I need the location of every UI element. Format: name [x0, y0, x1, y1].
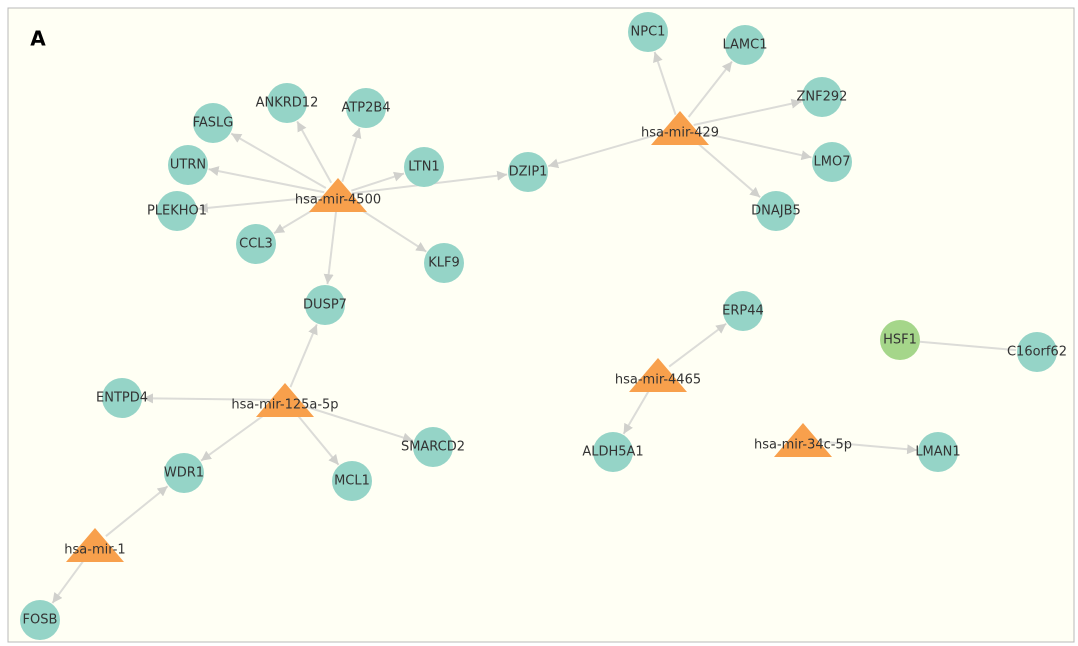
node-label: hsa-mir-34c-5p: [754, 438, 852, 453]
gene-node: [725, 25, 765, 65]
edge: [208, 166, 325, 194]
node-label: ANKRD12: [256, 96, 319, 111]
gene-node: [812, 142, 852, 182]
edge: [693, 130, 812, 161]
gene-node: [918, 432, 958, 472]
node-label: hsa-mir-1: [64, 543, 125, 558]
node-label: C16orf62: [1007, 345, 1067, 360]
node-label: DZIP1: [509, 165, 548, 180]
gene-node: [413, 427, 453, 467]
gene-node: [164, 453, 204, 493]
edges: [51, 51, 1017, 604]
node-label: ERP44: [722, 304, 764, 319]
mirna-node: [256, 383, 314, 417]
node-label: KLF9: [428, 256, 460, 271]
edge: [653, 51, 677, 116]
canvas: [7, 7, 1075, 643]
edge: [230, 132, 327, 189]
edge: [105, 485, 169, 537]
mirna-node: [66, 528, 124, 562]
node-label: FASLG: [193, 116, 234, 131]
edge: [816, 440, 918, 455]
gene-node: [404, 147, 444, 187]
edge: [689, 136, 761, 199]
gene-node: [102, 378, 142, 418]
node-label: ENTPD4: [96, 391, 148, 406]
node-label: LMO7: [814, 155, 851, 170]
node-label: MCL1: [334, 474, 370, 489]
edge: [298, 403, 414, 443]
edge: [323, 208, 338, 285]
node-label: hsa-mir-4465: [615, 373, 701, 388]
node-label: ATP2B4: [341, 101, 390, 116]
edge: [51, 555, 88, 604]
edge: [693, 98, 802, 126]
gene-node: [628, 12, 668, 52]
gene-node: [157, 191, 197, 231]
gene-node: [168, 145, 208, 185]
gene-node: [723, 291, 763, 331]
node-label: DUSP7: [303, 298, 347, 313]
gene-node: [424, 243, 464, 283]
node-label: WDR1: [164, 466, 204, 481]
node-label: DNAJB5: [751, 204, 801, 219]
node-label: PLEKHO1: [147, 204, 207, 219]
node-label: NPC1: [631, 25, 666, 40]
edge: [351, 171, 405, 192]
mirna-node: [629, 358, 687, 392]
node-label: SMARCD2: [401, 440, 465, 455]
node-label: CCL3: [239, 237, 273, 252]
gene-node: [756, 191, 796, 231]
gene-node: [193, 103, 233, 143]
edge: [293, 410, 340, 466]
node-label: UTRN: [170, 158, 206, 173]
gene-node: [332, 461, 372, 501]
edge: [547, 130, 667, 169]
mirna-node: [651, 111, 709, 145]
node-label: hsa-mir-429: [641, 126, 719, 141]
edge: [919, 340, 1017, 352]
edge: [687, 60, 733, 118]
mirna-node: [309, 178, 367, 212]
node-label: LTN1: [408, 160, 439, 175]
edge: [197, 195, 325, 213]
panel-label: A: [30, 27, 46, 51]
node-label: ALDH5A1: [582, 445, 643, 460]
gene-node: [880, 320, 920, 360]
node-label: HSF1: [883, 333, 917, 348]
edge: [289, 323, 318, 388]
node-label: LAMC1: [723, 38, 768, 53]
gene-node: [802, 77, 842, 117]
edge: [142, 393, 272, 404]
gene-node: [1017, 332, 1057, 372]
edge: [668, 322, 727, 368]
mirna-node: [774, 423, 832, 457]
edge: [341, 127, 362, 182]
node-label: FOSB: [23, 613, 58, 628]
gene-node: [305, 285, 345, 325]
gene-node: [236, 224, 276, 264]
node-label: hsa-mir-125a-5p: [231, 398, 338, 413]
edge: [296, 120, 333, 184]
node-label: ZNF292: [797, 90, 848, 105]
gene-node: [593, 432, 633, 472]
edge: [622, 386, 652, 435]
node-label: LMAN1: [915, 445, 960, 460]
nodes: hsa-mir-4500 hsa-mir-429 hsa-mir-125a-5p hs…: [20, 12, 1067, 640]
gene-node: [20, 600, 60, 640]
gene-node: [346, 88, 386, 128]
gene-node: [508, 152, 548, 192]
gene-node: [267, 83, 307, 123]
node-label: hsa-mir-4500: [295, 193, 381, 208]
